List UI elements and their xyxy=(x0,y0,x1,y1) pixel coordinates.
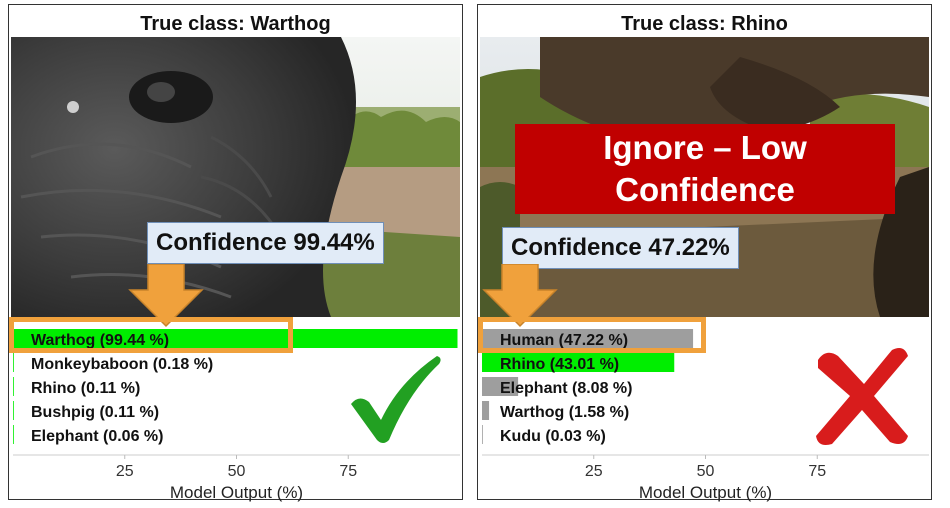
bar-warthog xyxy=(13,329,458,348)
chart-rhino: Human (47.22 %) Rhino (43.01 %) Elephant (… xyxy=(478,321,930,502)
bar-monkeybaboon xyxy=(13,353,14,372)
x-axis-title: Model Output (%) xyxy=(170,483,303,502)
bar-label-warthog: Warthog (1.58 %) xyxy=(500,404,629,421)
x-tick-label: 75 xyxy=(339,463,357,480)
x-tick-label: 50 xyxy=(228,463,246,480)
chart-svg-rhino: Human (47.22 %) Rhino (43.01 %) Elephant (… xyxy=(482,329,929,502)
bar-rhino xyxy=(482,353,675,372)
bar-elephant xyxy=(13,425,14,444)
x-tick-label: 75 xyxy=(808,463,826,480)
photo-warthog xyxy=(11,37,460,317)
bar-warthog xyxy=(482,401,490,420)
x-tick-label: 25 xyxy=(116,463,134,480)
top-prediction-highlight xyxy=(478,317,706,353)
bar-rhino xyxy=(13,377,14,396)
x-tick-label: 50 xyxy=(697,463,715,480)
panel-title: True class: Rhino xyxy=(621,13,788,35)
low-confidence-warning: Ignore – Low Confidence xyxy=(515,124,895,214)
x-axis-title: Model Output (%) xyxy=(639,483,772,502)
checkmark-icon xyxy=(351,356,441,443)
down-arrow-icon xyxy=(128,264,204,328)
bar-kudu xyxy=(482,425,483,444)
chart-svg-warthog: Warthog (99.44 %) Monkeybaboon (0.18 %) Rh… xyxy=(13,329,460,502)
chart-warthog: Warthog (99.44 %) Monkeybaboon (0.18 %) Rh… xyxy=(9,321,461,502)
bar-label-elephant: Elephant (8.08 %) xyxy=(500,380,632,397)
top-prediction-highlight xyxy=(9,317,293,353)
confidence-label-rhino: Confidence 47.22% xyxy=(502,227,739,269)
bar-label-warthog: Warthog (99.44 %) xyxy=(31,332,169,349)
bar-label-human: Human (47.22 %) xyxy=(500,332,628,349)
x-tick-label: 25 xyxy=(585,463,603,480)
bar-elephant xyxy=(482,377,519,396)
confidence-label-warthog: Confidence 99.44% xyxy=(147,222,384,264)
down-arrow-icon xyxy=(482,264,558,328)
bar-label-rhino: Rhino (0.11 %) xyxy=(31,380,140,397)
bar-label-bushpig: Bushpig (0.11 %) xyxy=(31,404,159,421)
panel-title: True class: Warthog xyxy=(140,13,331,35)
bar-label-monkeybaboon: Monkeybaboon (0.18 %) xyxy=(31,356,213,373)
bar-label-kudu: Kudu (0.03 %) xyxy=(500,428,606,445)
bar-label-elephant: Elephant (0.06 %) xyxy=(31,428,163,445)
bar-label-rhino: Rhino (43.01 %) xyxy=(500,356,619,373)
bar-bushpig xyxy=(13,401,14,420)
bar-human xyxy=(482,329,694,348)
cross-icon xyxy=(816,348,908,445)
